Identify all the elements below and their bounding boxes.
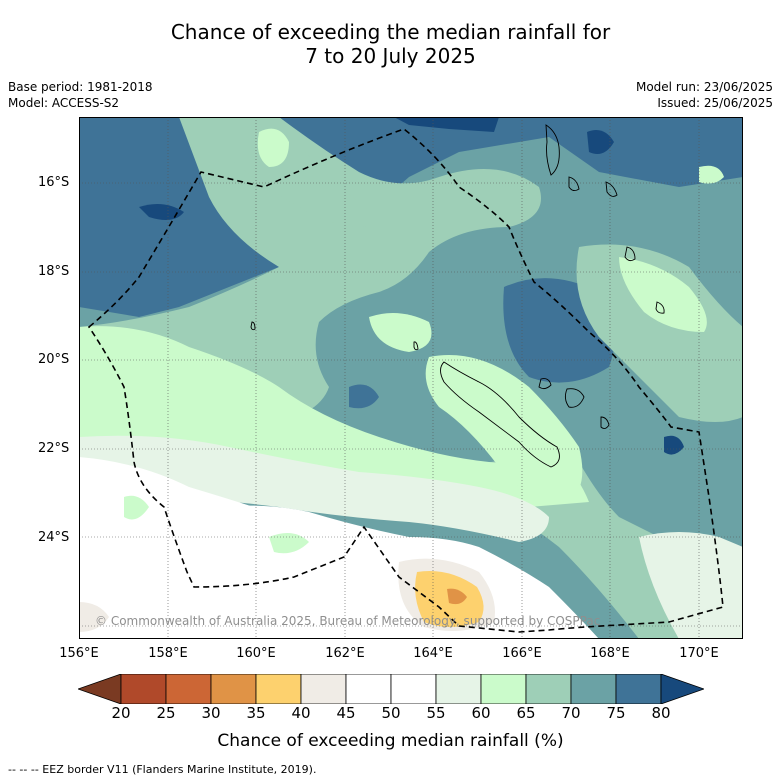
shade-40-45-sw bbox=[79, 602, 109, 632]
colorbar-bin-60-65 bbox=[480, 674, 527, 704]
shade-60-65-east bbox=[619, 257, 707, 332]
lat-label-24s: 24°S bbox=[38, 530, 70, 545]
colorbar-segments bbox=[78, 674, 704, 704]
colorbar-tick-70: 70 bbox=[561, 704, 581, 722]
shade-60-65-s-patch bbox=[269, 533, 309, 554]
colorbar-tick-35: 35 bbox=[246, 704, 266, 722]
colorbar-tick-25: 25 bbox=[156, 704, 176, 722]
colorbar-tick-40: 40 bbox=[291, 704, 311, 722]
island-mare bbox=[564, 388, 585, 408]
shade-65-70-north bbox=[209, 117, 373, 227]
island-reef bbox=[413, 341, 419, 351]
colorbar-tick-60: 60 bbox=[471, 704, 491, 722]
shade-75-80-patch bbox=[349, 384, 379, 409]
island-chesterfield bbox=[250, 321, 256, 331]
colorbar-bin-40-45 bbox=[300, 674, 347, 704]
island-ouvea bbox=[600, 416, 610, 430]
lon-label-156e: 156°E bbox=[59, 646, 99, 661]
shade-80-spot-3 bbox=[587, 129, 614, 155]
shade-30-35 bbox=[447, 588, 467, 605]
eez-border bbox=[87, 128, 724, 633]
shade-80-north bbox=[394, 117, 499, 132]
colorbar-tick-65: 65 bbox=[516, 704, 536, 722]
lat-label-18s: 18°S bbox=[38, 264, 70, 279]
lon-label-170e: 170°E bbox=[679, 646, 719, 661]
meta-right: Model run: 23/06/2025 Issued: 25/06/2025 bbox=[636, 79, 773, 111]
colorbar-tick-75: 75 bbox=[606, 704, 626, 722]
colorbar-bin-30-35 bbox=[210, 674, 257, 704]
lon-label-166e: 166°E bbox=[502, 646, 542, 661]
lon-label-164e: 164°E bbox=[413, 646, 453, 661]
base-period: Base period: 1981-2018 bbox=[8, 80, 153, 94]
title-line-2: 7 to 20 July 2025 bbox=[305, 44, 476, 68]
colorbar-extend-low bbox=[78, 674, 122, 704]
map-panel bbox=[79, 117, 743, 639]
model-run: Model run: 23/06/2025 bbox=[635, 80, 773, 94]
colorbar-bin-25-30 bbox=[165, 674, 212, 704]
lat-label-20s: 20°S bbox=[38, 352, 70, 367]
lon-label-158e: 158°E bbox=[148, 646, 188, 661]
colorbar-bin-70-75 bbox=[570, 674, 617, 704]
rainfall-map bbox=[79, 117, 743, 639]
colorbar-bin-65-70 bbox=[525, 674, 572, 704]
model-name: Model: ACCESS-S2 bbox=[8, 96, 120, 110]
island-malekula bbox=[568, 176, 580, 192]
colorbar-tick-50: 50 bbox=[381, 704, 401, 722]
lon-label-162e: 162°E bbox=[325, 646, 365, 661]
shade-60-65-central bbox=[425, 355, 583, 502]
colorbar-tick-55: 55 bbox=[426, 704, 446, 722]
colorbar-tick-45: 45 bbox=[336, 704, 356, 722]
island-efate bbox=[605, 181, 618, 197]
title-line-1: Chance of exceeding the median rainfall … bbox=[170, 20, 611, 44]
colorbar-tick-20: 20 bbox=[111, 704, 131, 722]
meta-left: Base period: 1981-2018 Model: ACCESS-S2 bbox=[8, 79, 153, 111]
shade-60-65-patch-1 bbox=[257, 128, 289, 167]
colorbar-bin-75-80 bbox=[615, 674, 662, 704]
colorbar-bin-35-40 bbox=[255, 674, 302, 704]
island-tanna bbox=[624, 246, 636, 262]
colorbar-extend-high bbox=[660, 674, 704, 704]
colorbar bbox=[78, 674, 704, 704]
colorbar-bin-50-55 bbox=[390, 674, 437, 704]
colorbar-ticks: 20 25 30 35 40 45 50 55 60 65 70 75 80 bbox=[0, 704, 781, 724]
colorbar-bin-20-25 bbox=[120, 674, 167, 704]
coastlines bbox=[250, 124, 665, 468]
new-caledonia bbox=[440, 361, 560, 468]
colorbar-bin-55-60 bbox=[435, 674, 482, 704]
colorbar-tick-30: 30 bbox=[201, 704, 221, 722]
shade-65-70-east bbox=[576, 244, 743, 422]
issued-date: Issued: 25/06/2025 bbox=[657, 96, 773, 110]
lon-label-160e: 160°E bbox=[236, 646, 276, 661]
graticule bbox=[79, 117, 743, 639]
lon-label-168e: 168°E bbox=[590, 646, 630, 661]
colorbar-title: Chance of exceeding median rainfall (%) bbox=[217, 731, 564, 751]
shade-55-60-band bbox=[79, 435, 549, 542]
copyright-notice: © Commonwealth of Australia 2025, Bureau… bbox=[95, 614, 601, 628]
shade-60-65-patch-5 bbox=[699, 165, 724, 184]
map-title: Chance of exceeding the median rainfall … bbox=[0, 20, 781, 68]
eez-footnote: -- -- -- EEZ border V11 (Flanders Marine… bbox=[8, 763, 317, 776]
map-frame bbox=[79, 117, 743, 639]
shade-80-spot-4 bbox=[664, 435, 684, 455]
island-lifou bbox=[538, 378, 552, 390]
island-aneityum bbox=[655, 301, 665, 314]
lat-label-22s: 22°S bbox=[38, 441, 70, 456]
lat-label-16s: 16°S bbox=[38, 175, 70, 190]
colorbar-bin-45-50 bbox=[345, 674, 392, 704]
island-espiritu-santo bbox=[545, 124, 560, 176]
shade-80-spot-1 bbox=[139, 203, 184, 221]
colorbar-tick-80: 80 bbox=[651, 704, 671, 722]
shade-60-65-sw-patch bbox=[124, 495, 149, 520]
